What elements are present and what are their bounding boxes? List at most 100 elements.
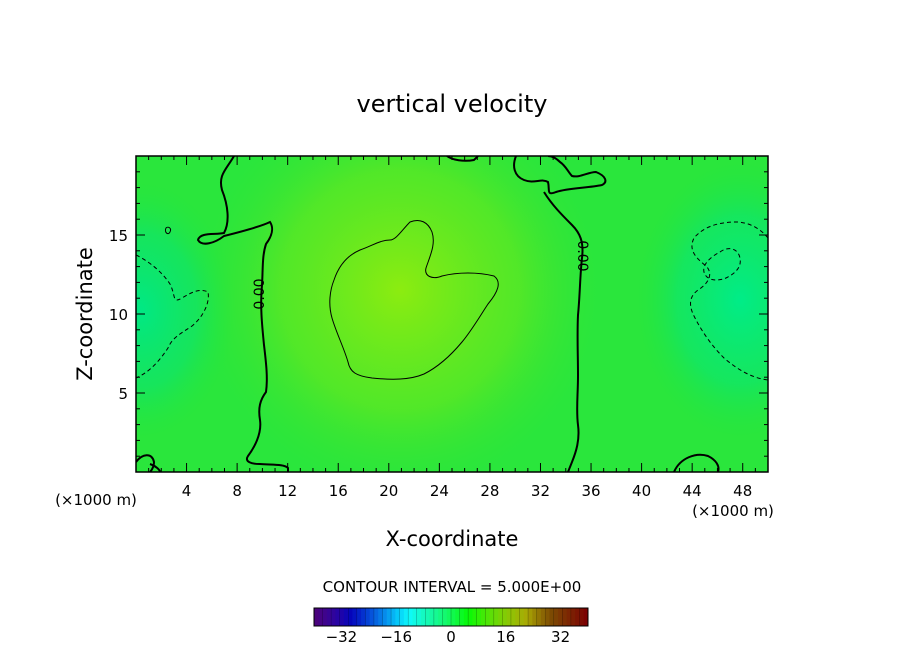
colorbar-swatch <box>322 608 328 626</box>
colorbar-swatch <box>549 608 555 626</box>
colorbar-swatch <box>365 608 371 626</box>
colorbar-tick-label: 32 <box>551 628 570 646</box>
colorbar-swatch <box>352 608 358 626</box>
colorbar-swatch <box>566 608 572 626</box>
x-axis-unit-left: (×1000 m) <box>55 491 137 509</box>
colorbar-swatch <box>562 608 567 626</box>
colorbar-swatch <box>433 608 439 626</box>
colorbar-swatch <box>570 608 576 626</box>
colorbar-swatch <box>339 608 345 626</box>
contour-interval-text: CONTOUR INTERVAL = 5.000E+00 <box>323 578 582 596</box>
colorbar-swatch <box>463 608 469 626</box>
right-downdraft-shading <box>635 160 768 440</box>
colorbar-swatch <box>480 608 486 626</box>
colorbar-swatch <box>506 608 512 626</box>
colorbar-swatch <box>451 608 456 626</box>
left-downdraft-shading <box>136 180 235 440</box>
colorbar-swatch <box>386 608 392 626</box>
colorbar-swatch <box>442 608 448 626</box>
colorbar-swatch <box>331 608 336 626</box>
x-tick-label: 44 <box>683 482 702 500</box>
colorbar-swatch <box>429 608 435 626</box>
x-tick-label: 40 <box>632 482 651 500</box>
colorbar-swatch <box>532 608 538 626</box>
x-tick-label: 12 <box>278 482 297 500</box>
colorbar-swatch <box>493 608 499 626</box>
colorbar-swatch <box>318 608 323 626</box>
colorbar-tick-label: 0 <box>446 628 456 646</box>
x-axis-label: X-coordinate <box>386 527 519 551</box>
x-tick-label: 20 <box>379 482 398 500</box>
contour-label-left: 0.00 <box>252 278 268 309</box>
colorbar-swatch <box>373 608 379 626</box>
y-tick-label: 15 <box>109 227 128 245</box>
colorbar-swatch <box>540 608 546 626</box>
colorbar-swatch <box>553 608 559 626</box>
colorbar-swatch <box>412 608 418 626</box>
colorbar-swatch <box>403 608 409 626</box>
negative-contour-right-inner <box>703 248 741 281</box>
colorbar-swatch <box>343 608 349 626</box>
colorbar-swatch <box>485 608 490 626</box>
colorbar-swatch <box>408 608 413 626</box>
colorbar-swatch <box>528 608 533 626</box>
x-tick-label: 4 <box>182 482 192 500</box>
x-tick-label: 48 <box>733 482 752 500</box>
y-axis-ticks: 5 10 15 <box>109 171 768 457</box>
colorbar-tick-label: −32 <box>326 628 358 646</box>
colorbar-swatch <box>395 608 401 626</box>
colorbar-swatch <box>510 608 516 626</box>
colorbar-swatch <box>498 608 503 626</box>
x-tick-label: 36 <box>581 482 600 500</box>
colorbar-swatch <box>446 608 452 626</box>
colorbar-swatch <box>583 608 589 626</box>
colorbar-swatch <box>519 608 525 626</box>
colorbar-swatch <box>399 608 405 626</box>
y-tick-label: 10 <box>109 306 128 324</box>
colorbar-swatch <box>579 608 585 626</box>
colorbar-swatch <box>476 608 482 626</box>
colorbar-swatch <box>356 608 362 626</box>
colorbar-swatch <box>382 608 388 626</box>
colorbar-swatch <box>378 608 383 626</box>
colorbar <box>313 608 589 626</box>
zero-contour-right-lower <box>543 191 584 472</box>
colorbar-swatch <box>558 608 563 626</box>
colorbar-swatch <box>472 608 478 626</box>
y-axis-label: Z-coordinate <box>73 247 97 381</box>
zero-contour-right <box>513 156 607 195</box>
colorbar-swatch <box>335 608 341 626</box>
x-axis-ticks: 4 8 12 16 20 24 28 32 36 40 44 48 <box>148 156 756 500</box>
zero-contour-left <box>196 156 289 472</box>
colorbar-swatch <box>348 608 353 626</box>
x-tick-label: 32 <box>531 482 550 500</box>
colorbar-swatch <box>515 608 520 626</box>
colorbar-swatch <box>489 608 495 626</box>
positive-contour-inner <box>165 226 171 235</box>
zero-contour-top-center <box>446 156 479 162</box>
x-axis-unit-right: (×1000 m) <box>692 502 774 520</box>
positive-contour <box>329 219 499 380</box>
colorbar-swatch <box>438 608 443 626</box>
colorbar-swatch <box>425 608 430 626</box>
x-tick-label: 8 <box>232 482 242 500</box>
colorbar-tick-labels: −32 −16 0 16 32 <box>326 628 571 646</box>
colorbar-swatch <box>391 608 396 626</box>
colorbar-swatch <box>523 608 529 626</box>
x-tick-label: 16 <box>329 482 348 500</box>
zero-contour-bottom-right <box>673 453 720 472</box>
contour-label-right: 0.00 <box>574 240 590 271</box>
chart-title: vertical velocity <box>357 90 548 118</box>
colorbar-swatch <box>421 608 426 626</box>
x-tick-label: 28 <box>480 482 499 500</box>
colorbar-swatch <box>502 608 508 626</box>
colorbar-swatch <box>455 608 460 626</box>
x-tick-label: 24 <box>430 482 449 500</box>
colorbar-swatch <box>575 608 580 626</box>
colorbar-swatch <box>416 608 422 626</box>
colorbar-tick-label: 16 <box>496 628 515 646</box>
colorbar-swatch <box>314 608 319 626</box>
negative-contour-left <box>136 254 209 379</box>
colorbar-swatch <box>459 608 465 626</box>
